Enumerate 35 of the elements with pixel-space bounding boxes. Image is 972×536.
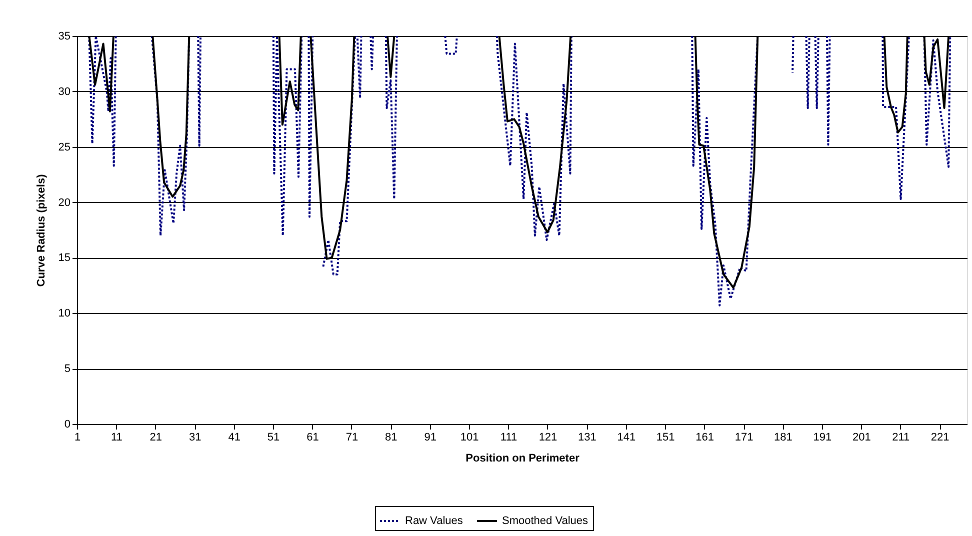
x-tick-label: 41 xyxy=(228,432,240,444)
x-tick-label: 61 xyxy=(306,432,319,444)
y-tick-label: 35 xyxy=(58,30,70,42)
x-axis-title: Position on Perimeter xyxy=(466,452,580,464)
x-tick-label: 151 xyxy=(656,432,675,444)
y-tick-label: 0 xyxy=(64,418,70,430)
y-tick-label: 30 xyxy=(58,86,70,98)
y-tick-label: 5 xyxy=(64,363,70,376)
y-axis-title: Curve Radius (pixels) xyxy=(35,174,48,287)
x-tick-label: 101 xyxy=(460,432,479,444)
y-tick-label: 10 xyxy=(58,308,70,320)
x-tick-label: 191 xyxy=(813,432,832,444)
x-tick-label: 211 xyxy=(892,432,910,444)
x-tick-label: 31 xyxy=(188,432,202,444)
x-tick-label: 1 xyxy=(74,432,81,444)
x-tick-label: 141 xyxy=(617,432,636,444)
x-tick-label: 111 xyxy=(500,432,518,444)
y-tick-label: 25 xyxy=(58,141,70,154)
legend-label: Smoothed Values xyxy=(502,515,589,527)
legend-label: Raw Values xyxy=(405,515,464,527)
x-tick-label: 71 xyxy=(346,432,358,444)
y-tick-label: 20 xyxy=(58,196,70,209)
x-tick-label: 51 xyxy=(267,432,280,444)
x-tick-label: 161 xyxy=(696,432,714,444)
x-tick-label: 21 xyxy=(150,432,162,444)
x-tick-label: 81 xyxy=(385,432,398,444)
y-tick-label: 15 xyxy=(58,252,70,264)
x-tick-label: 201 xyxy=(852,432,871,444)
x-tick-label: 131 xyxy=(578,432,596,444)
x-tick-label: 181 xyxy=(774,432,792,444)
x-tick-label: 221 xyxy=(930,432,950,444)
x-tick-label: 11 xyxy=(110,432,122,444)
x-tick-label: 171 xyxy=(734,432,754,444)
x-tick-label: 121 xyxy=(538,432,558,444)
x-tick-label: 91 xyxy=(424,432,436,444)
